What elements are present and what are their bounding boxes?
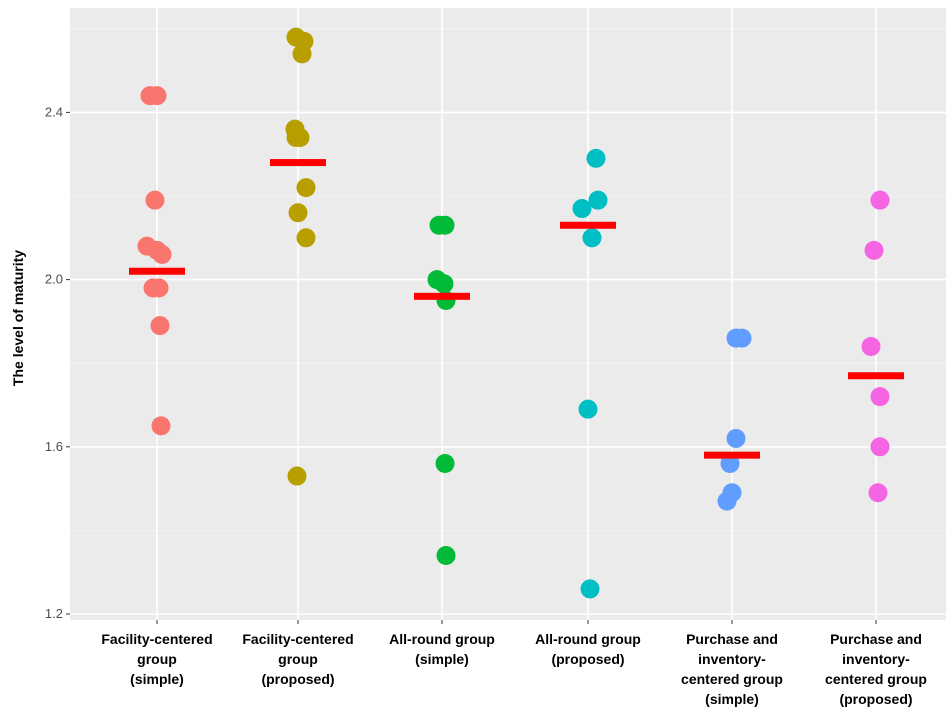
minor-gridlines: [70, 28, 946, 531]
x-tick-label-line: Facility-centered: [242, 631, 353, 647]
x-tick-label-line: (proposed): [839, 691, 912, 707]
x-tick-label-line: All-round group: [389, 631, 495, 647]
data-point: [296, 228, 316, 248]
x-tick-label-line: centered group: [825, 671, 927, 687]
y-axis-title: The level of maturity: [10, 250, 26, 386]
y-tick-label: 1.6: [45, 439, 63, 454]
data-point: [572, 199, 592, 219]
x-tick-label: Facility-centered group (proposed): [242, 631, 353, 687]
x-tick-label-line: inventory-: [698, 651, 766, 667]
data-point: [296, 178, 316, 198]
data-point: [151, 416, 171, 436]
data-point: [145, 190, 165, 210]
x-tick-label-line: Purchase and: [686, 631, 778, 647]
data-point: [870, 387, 890, 407]
data-point: [435, 215, 455, 235]
x-tick-label: Purchase and inventory-centered group (sim…: [681, 631, 783, 707]
x-tick-label-line: group: [137, 651, 177, 667]
x-tick-label-line: Facility-centered: [101, 631, 212, 647]
data-point: [288, 203, 308, 223]
data-point: [582, 228, 602, 248]
x-tick-label-line: Purchase and: [830, 631, 922, 647]
data-point: [436, 545, 456, 565]
x-tick-label-line: group: [278, 651, 318, 667]
mean-marker: [704, 451, 760, 459]
x-tick-label-line: inventory-: [842, 651, 910, 667]
data-point: [147, 86, 167, 106]
data-point: [588, 190, 608, 210]
data-point: [870, 190, 890, 210]
x-tick-label: Facility-centered group (simple): [101, 631, 212, 687]
data-point: [435, 454, 455, 474]
mean-marker: [414, 292, 470, 300]
data-point: [868, 483, 888, 503]
data-point: [720, 454, 740, 474]
y-axis-ticks: 1.2 1.6 2.0 2.4: [45, 104, 70, 621]
x-tick-label: All-round group (proposed): [535, 631, 641, 667]
data-point: [864, 240, 884, 260]
x-tick-label-line: (simple): [705, 691, 759, 707]
major-gridlines: [70, 8, 946, 620]
x-tick-label-line: (simple): [130, 671, 184, 687]
data-point: [434, 274, 454, 294]
data-point: [292, 44, 312, 64]
data-point: [286, 127, 306, 147]
data-point: [732, 328, 752, 348]
data-point: [586, 148, 606, 168]
data-point: [287, 466, 307, 486]
data-point: [580, 579, 600, 599]
data-point: [152, 245, 172, 265]
mean-marker: [270, 159, 326, 167]
x-tick-label-line: centered group: [681, 671, 783, 687]
x-tick-label-line: (simple): [415, 651, 469, 667]
x-axis-labels: Facility-centered group (simple)Facility-c…: [101, 631, 927, 707]
mean-marker: [848, 372, 904, 380]
x-axis-ticks: [156, 620, 877, 624]
mean-marker: [129, 267, 185, 275]
data-point: [717, 491, 737, 511]
data-point: [578, 399, 598, 419]
data-point: [870, 437, 890, 457]
y-tick-label: 1.2: [45, 606, 63, 621]
x-tick-label-line: All-round group: [535, 631, 641, 647]
data-point: [150, 316, 170, 336]
y-tick-label: 2.4: [45, 104, 63, 119]
data-point: [726, 428, 746, 448]
x-tick-label: Purchase and inventory-centered group (pro…: [825, 631, 927, 707]
mean-markers: [129, 159, 904, 459]
plot-panel: [70, 8, 946, 620]
y-tick-label: 2.0: [45, 272, 63, 287]
data-point: [143, 278, 163, 298]
data-point: [861, 336, 881, 356]
x-tick-label: All-round group (simple): [389, 631, 495, 667]
data-points: [137, 27, 890, 599]
x-tick-label-line: (proposed): [261, 671, 334, 687]
mean-marker: [560, 221, 616, 229]
x-tick-label-line: (proposed): [551, 651, 624, 667]
